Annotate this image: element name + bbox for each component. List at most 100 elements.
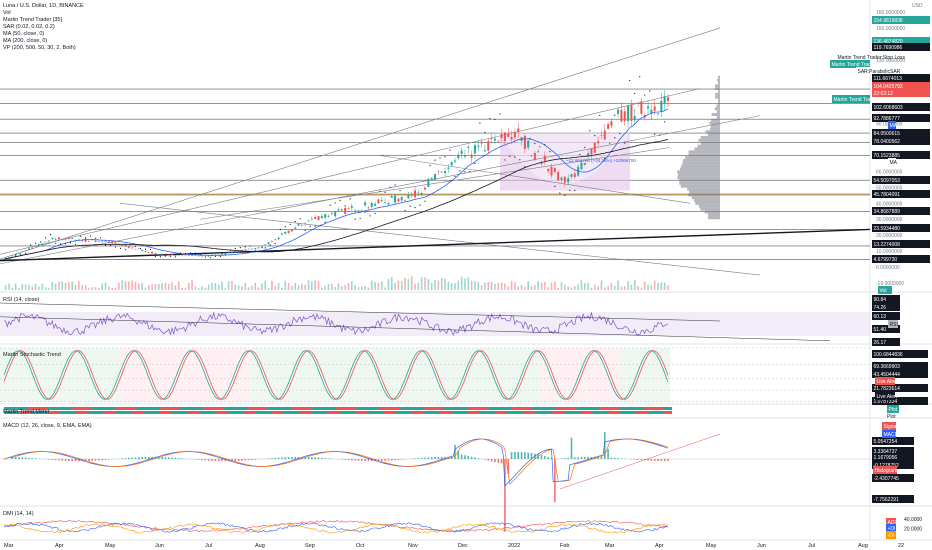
volume-bar <box>337 283 340 290</box>
volume-bar <box>271 280 273 290</box>
meter-cell <box>508 407 512 410</box>
sar-dot <box>499 113 501 115</box>
price-tag-bg <box>888 121 896 129</box>
price-label-bg <box>872 82 930 90</box>
candle <box>493 138 496 141</box>
meter-cell <box>376 407 380 410</box>
stoch-label: 21.7823614 <box>872 384 928 392</box>
macd-hist-bar <box>48 459 50 460</box>
price-label-text: 154.9819838 <box>874 18 903 24</box>
meter-title[interactable]: Martin Trend Meter <box>3 409 50 415</box>
macd-hist-bar <box>101 459 103 461</box>
sar-dot <box>634 92 636 95</box>
indicator-vol[interactable]: Vol <box>3 10 11 16</box>
candle <box>57 237 60 240</box>
volume-profile-bar <box>718 90 720 93</box>
meter-cell <box>284 411 288 414</box>
sar-dot <box>399 189 401 192</box>
indicator-ma200[interactable]: MA (200, close, 0) <box>3 38 48 44</box>
price-label-text: 104.0425792 <box>874 84 903 90</box>
price-tick-label: 10.0000000 <box>876 249 903 255</box>
macd-hist-bar <box>204 459 207 461</box>
meter-cell <box>172 407 176 410</box>
price-tag: Martin Trend Trader:Trend Line <box>830 60 901 68</box>
meter-cell <box>340 411 344 414</box>
meter-cell <box>516 411 520 414</box>
sar-dot <box>99 237 102 239</box>
stoch-alert-tag-bg <box>875 377 895 385</box>
macd-hist-bar <box>284 457 287 459</box>
sar-dot <box>479 122 481 124</box>
volume-bar <box>587 282 589 290</box>
candle <box>17 252 20 254</box>
sar-dot <box>504 159 506 161</box>
candle <box>530 155 533 156</box>
meter-cell <box>668 407 672 410</box>
price-label-bg <box>872 37 930 45</box>
meter-cell <box>328 411 332 414</box>
price-label: 154.9819838 <box>872 16 930 24</box>
meter-cell <box>100 407 104 410</box>
candle <box>414 190 417 198</box>
volume-bar <box>264 280 267 290</box>
candle <box>497 140 500 142</box>
volume-bar <box>464 278 466 290</box>
meter-cell <box>648 407 652 410</box>
meter-cell <box>396 407 400 410</box>
sar-dot <box>659 134 661 136</box>
rsi-title[interactable]: RSI (14, close) <box>3 297 40 303</box>
macd-hist-bar <box>221 459 223 462</box>
meter-cell <box>188 407 192 410</box>
macd-hist-bar <box>147 456 150 459</box>
macd-hist-bar <box>141 457 143 459</box>
macd-hist-bar <box>351 459 353 461</box>
meter-cell <box>544 411 548 414</box>
candle <box>7 257 10 259</box>
dmi-title[interactable]: DMI (14, 14) <box>3 511 34 517</box>
meter-cell <box>384 411 388 414</box>
dmi-label: 40.0000 <box>904 517 922 523</box>
meter-cell <box>56 407 60 410</box>
volume-bar <box>497 282 500 290</box>
volume-bar <box>544 282 546 290</box>
volume-profile-bar <box>687 187 720 191</box>
macd-hist-bar <box>430 457 433 459</box>
meter-cell <box>604 411 608 414</box>
meter-cell <box>380 407 384 410</box>
stoch-label: 69.3669903 <box>872 362 928 370</box>
macd-hist-bar <box>540 455 543 459</box>
meter-cell <box>348 411 352 414</box>
indicator-mtt[interactable]: Martin Trend Trader [35] <box>3 17 62 23</box>
ma50-line <box>3 108 669 260</box>
macd-hist-bar <box>151 456 153 459</box>
macd-hist-bar <box>277 457 280 459</box>
macd-hist-bar <box>660 459 663 462</box>
meter-cell <box>424 407 428 410</box>
macd-hist-bar <box>387 459 390 461</box>
candle <box>603 130 606 140</box>
volume-profile-bar <box>707 216 720 220</box>
meter-cell <box>132 407 136 410</box>
meter-cell <box>148 407 152 410</box>
dmi-adx-tag: ADX <box>886 518 898 526</box>
candle <box>314 216 317 219</box>
meter-cell <box>360 411 364 414</box>
macd-title[interactable]: MACD (12, 26, close, 9, EMA, EMA) <box>3 423 92 429</box>
macd-hist-bar <box>181 458 183 459</box>
price-tick-label: 0.0000000 <box>876 265 900 271</box>
candle <box>324 214 327 218</box>
meter-cell <box>240 411 244 414</box>
candle <box>264 244 267 246</box>
indicator-vp[interactable]: VP (200, 500, 50, 30, 2, Both) <box>3 45 76 51</box>
rsi-label: 51.40 <box>872 325 900 333</box>
candle <box>583 162 586 165</box>
indicator-sar[interactable]: SAR (0.02, 0.02, 0.2) <box>3 24 55 30</box>
macd-hist-bar <box>567 457 569 459</box>
indicator-ma50[interactable]: MA (50, close, 0) <box>3 31 45 37</box>
sar-dot <box>409 205 411 207</box>
candle <box>174 255 177 256</box>
stoch-title[interactable]: Martin Stochastic Trend <box>3 352 61 358</box>
macd-hist-bar <box>317 457 320 459</box>
macd-hist-bar <box>164 457 167 459</box>
